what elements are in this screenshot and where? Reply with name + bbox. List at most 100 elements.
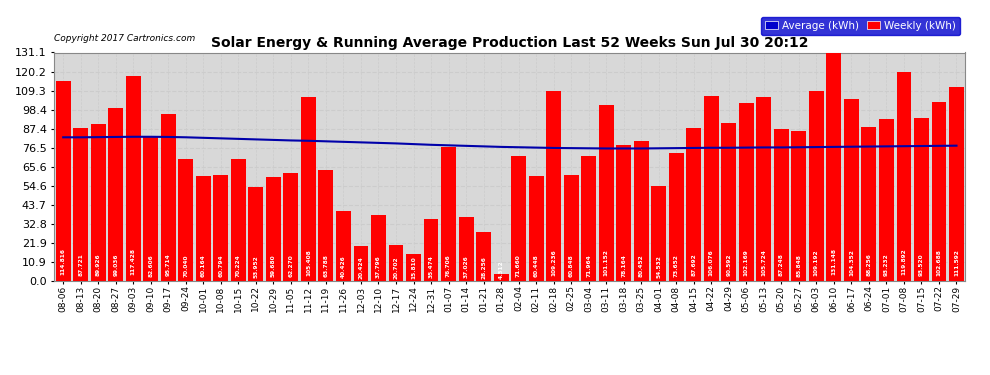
Text: 101.152: 101.152 (604, 249, 609, 276)
Text: 60.164: 60.164 (201, 255, 206, 278)
Text: 85.848: 85.848 (796, 254, 801, 276)
Text: 37.026: 37.026 (463, 255, 468, 278)
Text: 102.688: 102.688 (937, 249, 941, 276)
Text: 71.660: 71.660 (516, 254, 521, 277)
Text: 63.788: 63.788 (324, 254, 329, 277)
Bar (739, 103, 753, 281)
Text: 60.794: 60.794 (219, 255, 224, 278)
Text: 54.532: 54.532 (656, 255, 661, 278)
Bar (442, 147, 456, 281)
Bar (178, 159, 193, 281)
Text: 28.256: 28.256 (481, 256, 486, 279)
Text: 73.652: 73.652 (674, 254, 679, 277)
Text: 106.076: 106.076 (709, 249, 714, 276)
Bar (843, 99, 859, 281)
Bar (266, 177, 281, 281)
Text: 131.148: 131.148 (832, 248, 837, 275)
Bar (476, 232, 491, 281)
Bar (388, 245, 404, 281)
Text: 59.680: 59.680 (271, 255, 276, 278)
Text: 88.256: 88.256 (866, 254, 871, 276)
Text: 60.848: 60.848 (568, 255, 573, 278)
Bar (319, 170, 334, 281)
Text: 95.714: 95.714 (165, 254, 171, 276)
Text: 87.721: 87.721 (78, 254, 83, 276)
Bar (563, 175, 578, 281)
Bar (529, 176, 544, 281)
Bar (932, 102, 946, 281)
Text: 105.724: 105.724 (761, 249, 766, 276)
Text: 70.040: 70.040 (183, 255, 188, 277)
Text: 114.816: 114.816 (60, 249, 65, 276)
Text: 90.592: 90.592 (727, 254, 732, 276)
Text: 93.520: 93.520 (919, 254, 924, 276)
Bar (108, 108, 123, 281)
Bar (791, 132, 806, 281)
Text: 15.810: 15.810 (411, 256, 416, 279)
Legend: Average (kWh), Weekly (kWh): Average (kWh), Weekly (kWh) (761, 16, 960, 35)
Text: 4.312: 4.312 (499, 261, 504, 279)
Text: 78.164: 78.164 (621, 254, 627, 277)
Bar (336, 211, 350, 281)
Bar (126, 76, 141, 281)
Text: 20.424: 20.424 (358, 256, 363, 279)
Bar (686, 128, 701, 281)
Text: 109.236: 109.236 (551, 249, 556, 276)
Bar (424, 219, 439, 281)
Bar (756, 97, 771, 281)
Bar (214, 175, 229, 281)
Bar (91, 124, 106, 281)
Bar (511, 156, 526, 281)
Text: 76.706: 76.706 (446, 254, 451, 277)
Bar (809, 91, 824, 281)
Text: 60.448: 60.448 (534, 255, 539, 278)
Text: 117.428: 117.428 (131, 248, 136, 275)
Bar (231, 159, 246, 281)
Bar (301, 98, 316, 281)
Text: 53.952: 53.952 (253, 255, 258, 278)
Text: 109.192: 109.192 (814, 249, 819, 276)
Text: 87.692: 87.692 (691, 254, 696, 276)
Text: 82.606: 82.606 (148, 254, 153, 277)
Bar (599, 105, 614, 281)
Text: 119.892: 119.892 (902, 249, 907, 275)
Bar (722, 123, 737, 281)
Text: 105.408: 105.408 (306, 249, 311, 276)
Bar (353, 246, 368, 281)
Text: 70.224: 70.224 (236, 254, 241, 277)
Bar (651, 186, 666, 281)
Text: 87.248: 87.248 (779, 254, 784, 276)
Bar (774, 129, 789, 281)
Bar (160, 114, 176, 281)
Text: 80.452: 80.452 (639, 254, 644, 277)
Bar (73, 128, 88, 281)
Text: 35.474: 35.474 (429, 255, 434, 278)
Text: 62.270: 62.270 (288, 255, 293, 278)
Bar (827, 53, 842, 281)
Bar (879, 118, 894, 281)
Bar (144, 137, 158, 281)
Text: 71.964: 71.964 (586, 254, 591, 277)
Bar (861, 127, 876, 281)
Bar (248, 187, 263, 281)
Text: 40.426: 40.426 (341, 255, 346, 278)
Bar (669, 153, 684, 281)
Text: 20.702: 20.702 (393, 256, 399, 279)
Bar (914, 118, 929, 281)
Text: 102.169: 102.169 (743, 249, 748, 276)
Bar (494, 274, 509, 281)
Bar (196, 176, 211, 281)
Text: Copyright 2017 Cartronics.com: Copyright 2017 Cartronics.com (54, 34, 196, 43)
Title: Solar Energy & Running Average Production Last 52 Weeks Sun Jul 30 20:12: Solar Energy & Running Average Productio… (211, 36, 809, 50)
Text: 89.926: 89.926 (96, 254, 101, 276)
Bar (406, 254, 421, 281)
Bar (546, 91, 561, 281)
Bar (458, 217, 473, 281)
Bar (897, 72, 912, 281)
Bar (616, 145, 632, 281)
Bar (704, 96, 719, 281)
Bar (371, 215, 386, 281)
Text: 111.592: 111.592 (954, 249, 959, 276)
Text: 93.232: 93.232 (884, 254, 889, 276)
Bar (55, 81, 70, 281)
